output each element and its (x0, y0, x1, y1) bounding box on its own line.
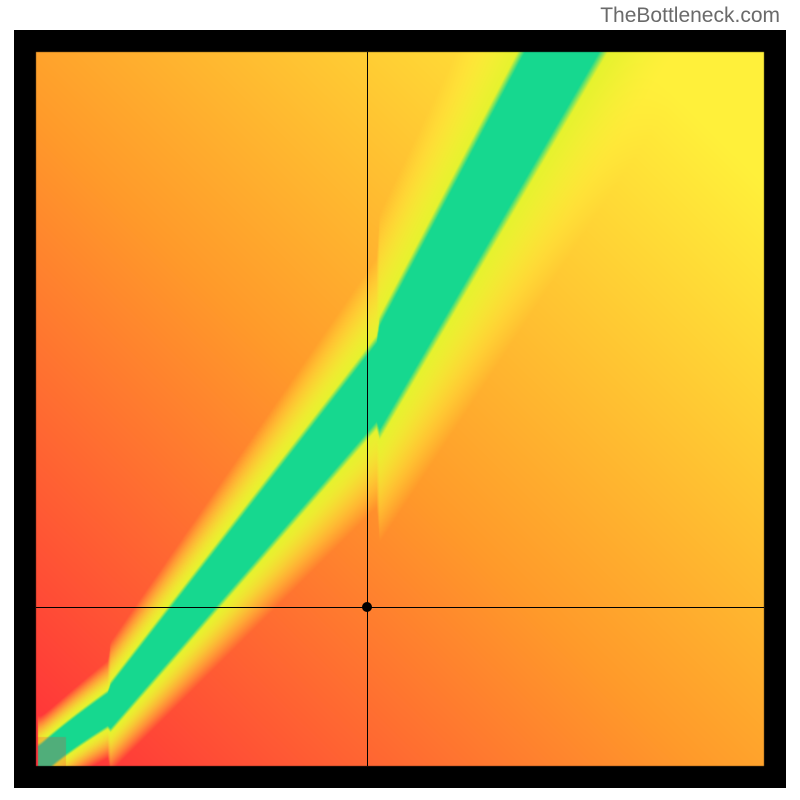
watermark-text: TheBottleneck.com (600, 4, 780, 28)
chart-frame (14, 30, 786, 788)
heatmap-canvas (14, 30, 786, 788)
chart-container: TheBottleneck.com (0, 0, 800, 800)
